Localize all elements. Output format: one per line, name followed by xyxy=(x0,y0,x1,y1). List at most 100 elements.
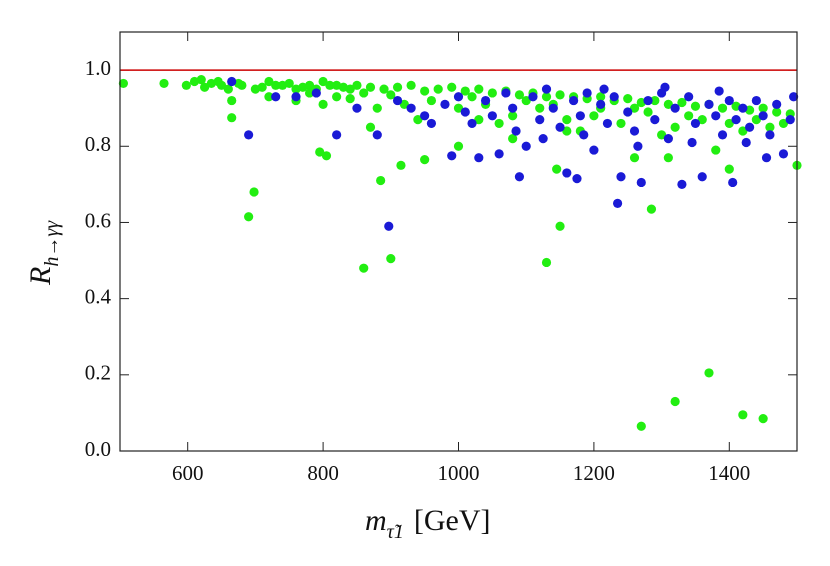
point xyxy=(264,76,274,87)
point xyxy=(467,118,477,129)
point xyxy=(538,134,548,144)
point xyxy=(704,99,714,109)
point xyxy=(650,115,660,125)
point xyxy=(359,263,369,273)
point xyxy=(386,254,396,264)
point xyxy=(633,141,643,151)
point xyxy=(318,99,328,109)
point xyxy=(480,95,491,106)
point xyxy=(717,103,728,113)
point xyxy=(751,115,761,125)
point xyxy=(778,149,789,159)
point xyxy=(399,99,409,109)
plot-frame xyxy=(119,31,798,452)
point xyxy=(352,80,362,90)
point xyxy=(562,126,572,136)
point xyxy=(724,95,734,106)
point xyxy=(765,130,775,140)
point xyxy=(511,126,521,136)
point xyxy=(609,92,619,102)
point xyxy=(582,88,592,98)
point xyxy=(711,145,721,155)
point xyxy=(714,86,724,96)
point xyxy=(555,221,565,231)
point xyxy=(467,92,477,102)
point xyxy=(413,115,423,125)
point xyxy=(494,118,504,129)
point xyxy=(765,122,775,132)
point xyxy=(501,88,511,98)
point xyxy=(359,88,369,98)
point xyxy=(724,164,734,174)
point xyxy=(690,101,701,111)
point xyxy=(257,82,267,92)
point xyxy=(555,122,565,132)
point xyxy=(325,80,335,90)
x-tick-label: 800 xyxy=(307,461,339,485)
point xyxy=(315,147,325,157)
y-tick-label: 0.0 xyxy=(85,437,111,461)
point xyxy=(474,115,484,125)
point xyxy=(311,88,321,98)
x-axis-label: mτ̃1 [GeV] xyxy=(365,504,490,543)
point xyxy=(200,82,210,92)
point xyxy=(352,103,362,113)
point xyxy=(284,78,294,89)
point xyxy=(304,88,315,98)
point xyxy=(196,75,206,85)
point xyxy=(636,177,646,188)
x-tick-label: 600 xyxy=(172,461,204,485)
point xyxy=(372,130,382,140)
x-tick-label: 1200 xyxy=(573,461,615,485)
point xyxy=(728,177,738,188)
point xyxy=(508,111,518,121)
point xyxy=(616,172,626,182)
point xyxy=(711,111,721,121)
point xyxy=(440,99,450,109)
point xyxy=(772,107,782,117)
point xyxy=(629,126,640,136)
point xyxy=(453,103,464,113)
point xyxy=(599,84,609,94)
point xyxy=(751,95,761,106)
point xyxy=(670,103,680,113)
point xyxy=(379,84,389,94)
point xyxy=(338,82,349,92)
point xyxy=(487,111,497,121)
point xyxy=(697,172,707,182)
point xyxy=(731,115,741,125)
point xyxy=(376,175,386,186)
point xyxy=(541,257,552,268)
point xyxy=(596,99,606,109)
x-tick-label: 1400 xyxy=(708,461,750,485)
point xyxy=(392,82,403,92)
point xyxy=(298,82,308,92)
point xyxy=(453,92,464,102)
point xyxy=(460,107,470,117)
point xyxy=(318,76,328,87)
point xyxy=(384,221,394,231)
point xyxy=(216,80,227,90)
y-tick-label: 1.0 xyxy=(85,56,111,80)
point xyxy=(785,115,795,125)
point xyxy=(541,92,552,102)
point xyxy=(460,86,470,96)
point xyxy=(738,410,748,420)
point xyxy=(612,198,623,209)
point xyxy=(291,92,301,102)
point xyxy=(697,115,707,125)
point xyxy=(426,95,437,106)
point xyxy=(616,118,626,129)
point xyxy=(332,130,342,140)
point xyxy=(575,111,585,121)
point xyxy=(596,92,606,102)
point xyxy=(562,115,572,125)
point xyxy=(562,168,572,178)
point xyxy=(629,103,640,113)
point xyxy=(227,113,237,123)
point xyxy=(521,141,531,151)
point xyxy=(629,153,640,163)
point xyxy=(758,103,768,113)
point xyxy=(670,122,680,132)
